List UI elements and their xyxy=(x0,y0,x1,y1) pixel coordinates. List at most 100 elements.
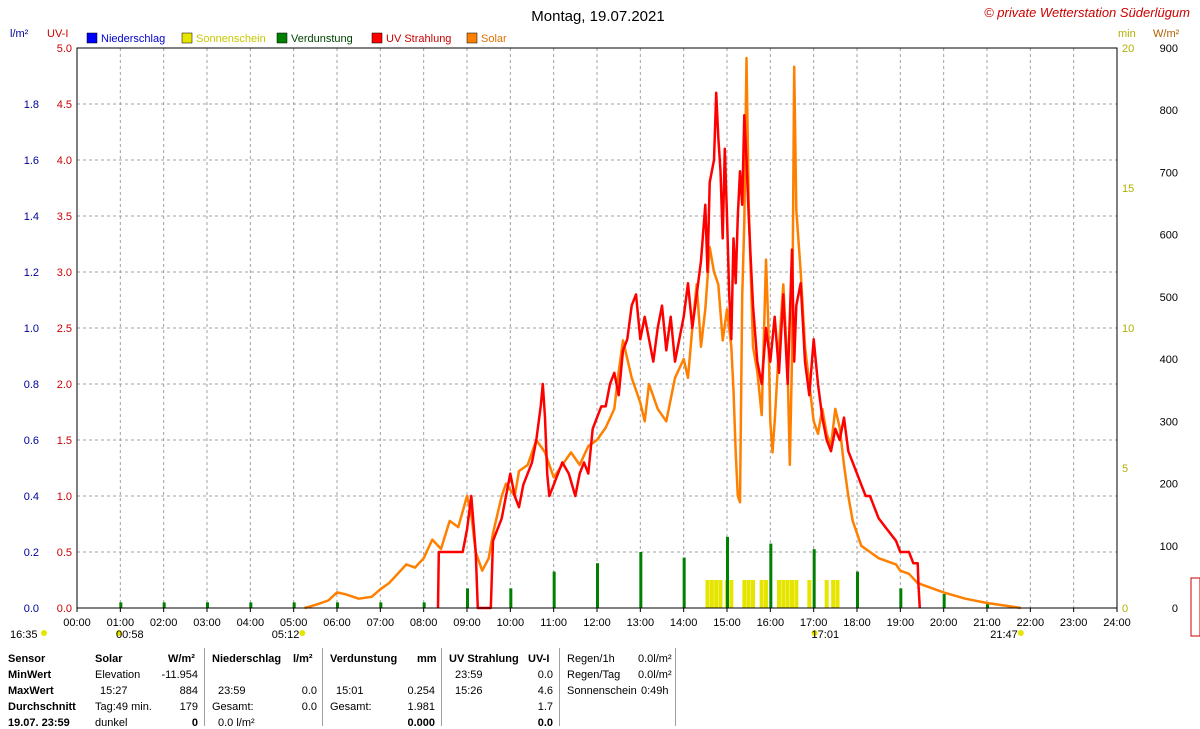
x-tick-label: 20:00 xyxy=(930,617,958,629)
uv-min-time: 23:59 xyxy=(455,669,483,681)
x-tick-label: 14:00 xyxy=(670,617,698,629)
sun-markers: 16:35 00:58 05:12 17:01 21:47 xyxy=(10,629,1024,641)
copyright-label: © private Wetterstation Süderlügum xyxy=(984,5,1190,20)
table-divider xyxy=(441,648,442,726)
evaporation-bar xyxy=(119,602,123,608)
evap-head: Verdunstung xyxy=(330,653,398,665)
evaporation-bar xyxy=(986,602,989,608)
uv-axis-label: 4.5 xyxy=(57,99,72,111)
legend-swatch-sonnenschein xyxy=(181,32,193,44)
uv-axis-label: 2.5 xyxy=(57,323,72,335)
x-tick-label: 19:00 xyxy=(887,617,915,629)
precip-axis-label: 0.2 xyxy=(24,547,39,559)
x-tick-label: 02:00 xyxy=(150,617,178,629)
uv-axis-label: 2.0 xyxy=(57,379,72,391)
solar-axis-label: 200 xyxy=(1160,479,1178,491)
uv-head: UV Strahlung xyxy=(449,653,519,665)
extra-rain-day-label: Regen/Tag xyxy=(567,669,621,681)
row-label-current: 19.07. 23:59 xyxy=(8,717,70,729)
uv-axis-label: 0.0 xyxy=(57,603,72,615)
precip-axis-label: 1.6 xyxy=(24,155,39,167)
unit-precip-label: l/m² xyxy=(10,28,29,40)
axis-ticks: 00:00 01:00 02:00 03:00 04:00 05:00 06:00 07:00… xyxy=(24,43,1178,629)
evaporation-bar xyxy=(552,571,556,608)
precip-axis-label: 0.4 xyxy=(24,491,39,503)
solar-axis-label: 300 xyxy=(1160,416,1178,428)
solar-axis-label: 800 xyxy=(1160,105,1178,117)
solar-current-label: dunkel xyxy=(95,717,128,729)
evaporation-bar xyxy=(336,602,339,608)
x-tick-label: 08:00 xyxy=(410,617,438,629)
sun-marker-dot xyxy=(41,630,47,636)
legend-label-niederschlag: Niederschlag xyxy=(101,33,165,45)
uv-axis-label: 3.5 xyxy=(57,211,72,223)
uv-avg-value: 1.7 xyxy=(537,701,553,713)
solar-axis-label: 500 xyxy=(1160,292,1178,304)
solar-axis-label: 700 xyxy=(1160,167,1178,179)
x-tick-label: 12:00 xyxy=(583,617,611,629)
sunshine-bar xyxy=(718,580,723,608)
sun-marker-label: 16:35 xyxy=(10,629,38,641)
sunshine-bar xyxy=(831,580,836,608)
legend-label-verdunstung: Verdunstung xyxy=(291,33,353,45)
solar-avg-label: Tag:49 min. xyxy=(95,701,152,713)
x-tick-label: 10:00 xyxy=(497,617,525,629)
x-tick-label: 09:00 xyxy=(453,617,481,629)
uv-max-value: 4.6 xyxy=(537,685,553,697)
x-tick-label: 18:00 xyxy=(843,617,871,629)
solar-min-label: Elevation xyxy=(95,669,141,681)
x-tick-label: 04:00 xyxy=(237,617,265,629)
solar-current-value: 0 xyxy=(191,717,198,729)
precip-max-time: 23:59 xyxy=(218,685,246,697)
solar-axis-label: 0 xyxy=(1172,603,1178,615)
precip-head: Niederschlag xyxy=(212,653,282,665)
line-series xyxy=(304,56,1021,610)
evaporation-bar xyxy=(812,549,816,608)
evaporation-bar xyxy=(899,588,903,608)
evaporation-bar xyxy=(249,602,253,608)
x-tick-label: 07:00 xyxy=(367,617,395,629)
sunshine-bar xyxy=(746,580,751,608)
solar-head: Solar xyxy=(95,653,123,665)
x-tick-label: 22:00 xyxy=(1017,617,1045,629)
evaporation-bar xyxy=(509,588,513,608)
precip-axis-label: 0.0 xyxy=(24,603,39,615)
sun-axis-label: 15 xyxy=(1122,183,1134,195)
evap-total-label: Gesamt: xyxy=(330,701,372,713)
evaporation-bar xyxy=(422,602,426,608)
evaporation-bar xyxy=(682,557,686,608)
table-divider xyxy=(559,648,560,726)
sunshine-bar xyxy=(729,580,734,608)
sunshine-bar xyxy=(759,580,764,608)
evaporation-bar xyxy=(856,571,859,608)
sun-marker-label: 17:01 xyxy=(812,629,840,641)
x-tick-label: 23:00 xyxy=(1060,617,1088,629)
uv-axis-label: 0.5 xyxy=(57,547,72,559)
sunshine-bar xyxy=(781,580,786,608)
solar-min-value: -11.954 xyxy=(161,669,199,681)
sunshine-bar xyxy=(794,580,799,608)
legend-label-solar: Solar xyxy=(481,33,507,45)
x-tick-label: 06:00 xyxy=(323,617,351,629)
precip-axis-label: 1.0 xyxy=(24,323,39,335)
sunshine-bar xyxy=(777,580,781,608)
sun-marker-dot xyxy=(811,630,818,636)
evaporation-bar xyxy=(596,563,599,608)
sun-marker-dot xyxy=(116,630,123,636)
table-divider xyxy=(675,648,676,726)
evap-max-value: 0.254 xyxy=(407,685,435,697)
chart-title: Montag, 19.07.2021 xyxy=(531,8,664,25)
evaporation-bar xyxy=(726,536,729,608)
uv-min-value: 0.0 xyxy=(537,669,553,681)
extra-sunshine-value: 0:49h xyxy=(641,685,669,697)
uv-axis-label: 1.5 xyxy=(57,435,72,447)
precip-axis-label: 0.6 xyxy=(24,435,39,447)
precip-axis-label: 1.8 xyxy=(24,99,39,111)
sunshine-bar xyxy=(824,580,829,608)
sun-axis-label: 20 xyxy=(1122,43,1134,55)
uv-axis-label: 5.0 xyxy=(57,43,72,55)
sun-marker-dot xyxy=(1017,630,1024,636)
uv-max-time: 15:26 xyxy=(455,685,483,697)
uv-unit: UV-I xyxy=(528,653,550,665)
sunshine-bar xyxy=(714,580,719,608)
